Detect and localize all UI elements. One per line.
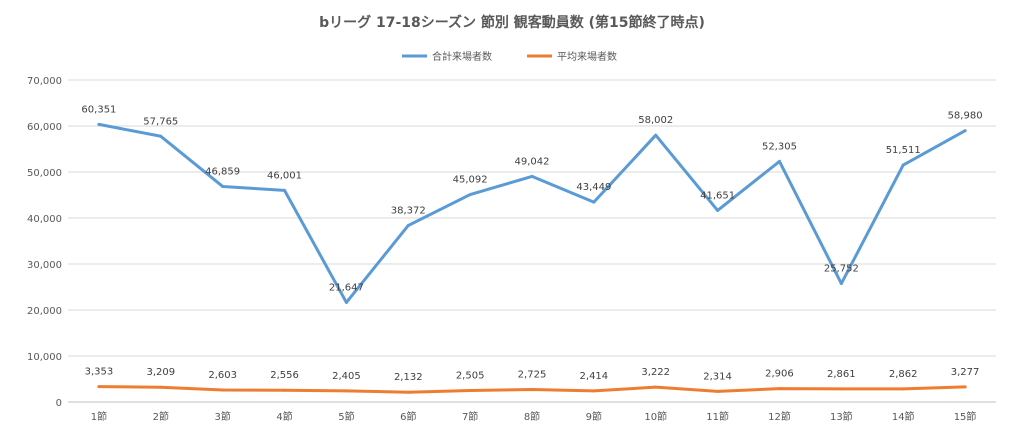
data-point: [283, 188, 287, 192]
data-label: 2,603: [208, 370, 237, 381]
data-point: [654, 385, 658, 389]
data-label: 3,277: [951, 367, 980, 378]
data-point: [530, 387, 534, 391]
data-point: [344, 300, 348, 304]
data-label: 46,859: [205, 166, 240, 177]
data-label: 2,505: [456, 370, 485, 381]
data-point: [406, 223, 410, 227]
x-tick-label: 9節: [586, 410, 602, 423]
data-labels: 60,351 57,765 46,859 46,001 21,647 38,372 45,0…: [81, 104, 982, 383]
data-point: [159, 385, 163, 389]
data-point: [963, 385, 967, 389]
data-label: 2,405: [332, 371, 361, 382]
data-point: [159, 134, 163, 138]
data-label: 46,001: [267, 170, 302, 181]
x-tick-label: 6節: [400, 410, 416, 423]
data-label: 2,725: [518, 369, 547, 380]
data-label: 45,092: [453, 175, 488, 186]
data-point: [283, 388, 287, 392]
y-tick-label: 70,000: [27, 76, 62, 87]
legend-label-average: 平均来場者数: [557, 50, 617, 63]
data-point: [344, 389, 348, 393]
legend-label-total: 合計来場者数: [432, 50, 492, 63]
legend: 合計来場者数 平均来場者数: [402, 50, 617, 63]
data-point: [839, 387, 843, 391]
data-point: [777, 159, 781, 163]
y-tick-label: 30,000: [27, 260, 62, 271]
data-point: [901, 163, 905, 167]
x-tick-label: 15節: [954, 410, 977, 423]
data-label: 2,862: [889, 369, 918, 380]
data-label: 43,449: [576, 182, 611, 193]
data-point: [592, 389, 596, 393]
data-point: [592, 200, 596, 204]
data-label: 2,314: [703, 371, 732, 382]
y-axis-ticks: 0 10,000 20,000 30,000 40,000 50,000 60,000 70,…: [27, 76, 62, 409]
data-label: 57,765: [143, 116, 178, 127]
data-label: 2,906: [765, 369, 794, 380]
x-tick-label: 11節: [706, 410, 729, 423]
x-tick-label: 14節: [892, 410, 915, 423]
data-point: [97, 122, 101, 126]
data-label: 51,511: [886, 145, 921, 156]
data-label: 38,372: [391, 205, 426, 216]
x-tick-label: 12節: [768, 410, 791, 423]
data-label: 41,651: [700, 190, 735, 201]
x-tick-label: 10節: [644, 410, 667, 423]
data-label: 21,647: [329, 282, 364, 293]
data-point: [97, 385, 101, 389]
y-tick-label: 40,000: [27, 214, 62, 225]
x-tick-label: 5節: [338, 410, 354, 423]
data-label: 3,353: [85, 367, 114, 378]
x-tick-label: 3節: [214, 410, 230, 423]
data-label: 58,002: [638, 115, 673, 126]
y-tick-label: 50,000: [27, 168, 62, 179]
data-label: 3,222: [641, 367, 670, 378]
data-point: [468, 388, 472, 392]
data-label: 49,042: [515, 156, 550, 167]
chart-title: bリーグ 17-18シーズン 節別 観客動員数 (第15節終了時点): [319, 14, 705, 31]
data-label: 2,414: [580, 371, 609, 382]
y-tick-label: 60,000: [27, 122, 62, 133]
data-point: [221, 184, 225, 188]
data-point: [468, 193, 472, 197]
x-tick-label: 7節: [462, 410, 478, 423]
data-point: [716, 208, 720, 212]
data-label: 58,980: [948, 111, 983, 122]
data-point: [530, 174, 534, 178]
y-tick-label: 20,000: [27, 306, 62, 317]
data-label: 3,209: [146, 367, 175, 378]
x-tick-label: 4節: [276, 410, 292, 423]
data-label: 25,752: [824, 264, 859, 275]
data-label: 2,556: [270, 370, 299, 381]
data-point: [777, 387, 781, 391]
x-tick-label: 13節: [830, 410, 853, 423]
data-point: [963, 129, 967, 133]
data-point: [901, 387, 905, 391]
x-tick-label: 1節: [91, 410, 107, 423]
x-tick-label: 2節: [153, 410, 169, 423]
data-label: 60,351: [81, 104, 116, 115]
x-tick-label: 8節: [524, 410, 540, 423]
gridlines: [68, 79, 996, 403]
data-point: [221, 388, 225, 392]
data-label: 2,132: [394, 372, 423, 383]
series-line-total: [97, 122, 967, 304]
series-lines: [97, 122, 967, 394]
y-tick-label: 0: [56, 398, 62, 409]
data-point: [654, 133, 658, 137]
data-label: 52,305: [762, 141, 797, 152]
data-point: [839, 282, 843, 286]
data-point: [406, 390, 410, 394]
y-tick-label: 10,000: [27, 352, 62, 363]
data-point: [716, 389, 720, 393]
data-label: 2,861: [827, 369, 856, 380]
x-axis-ticks: 1節 2節 3節 4節 5節 6節 7節 8節 9節 10節 11節 12節 13節 14節 15節: [91, 410, 977, 423]
